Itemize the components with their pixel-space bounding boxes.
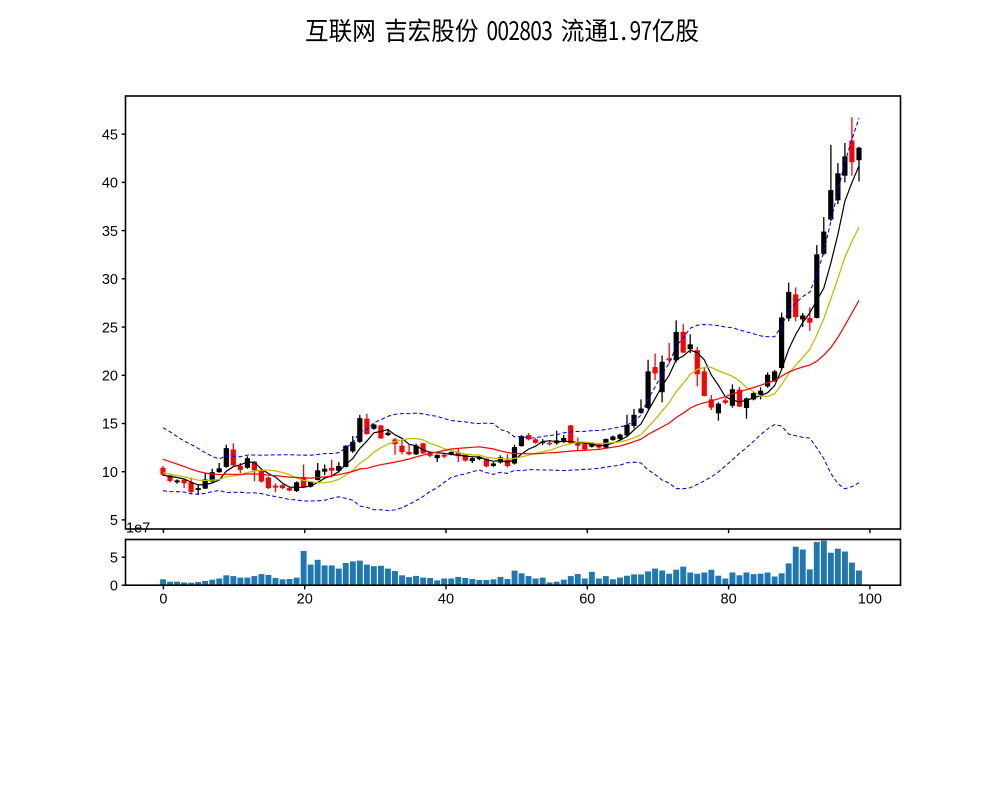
svg-text:15: 15: [102, 417, 118, 433]
svg-text:0: 0: [110, 578, 118, 594]
svg-text:25: 25: [102, 320, 118, 336]
svg-text:40: 40: [102, 176, 118, 192]
svg-text:35: 35: [102, 224, 118, 240]
svg-text:45: 45: [102, 127, 118, 143]
svg-text:40: 40: [438, 592, 454, 608]
svg-text:5: 5: [110, 513, 118, 529]
svg-text:0: 0: [159, 592, 167, 608]
svg-text:5: 5: [110, 550, 118, 566]
svg-text:1e7: 1e7: [126, 521, 150, 537]
svg-text:10: 10: [102, 465, 118, 481]
svg-text:60: 60: [579, 592, 595, 608]
svg-text:20: 20: [102, 369, 118, 385]
svg-text:100: 100: [858, 592, 882, 608]
svg-text:30: 30: [102, 272, 118, 288]
svg-text:80: 80: [721, 592, 737, 608]
svg-text:20: 20: [297, 592, 313, 608]
